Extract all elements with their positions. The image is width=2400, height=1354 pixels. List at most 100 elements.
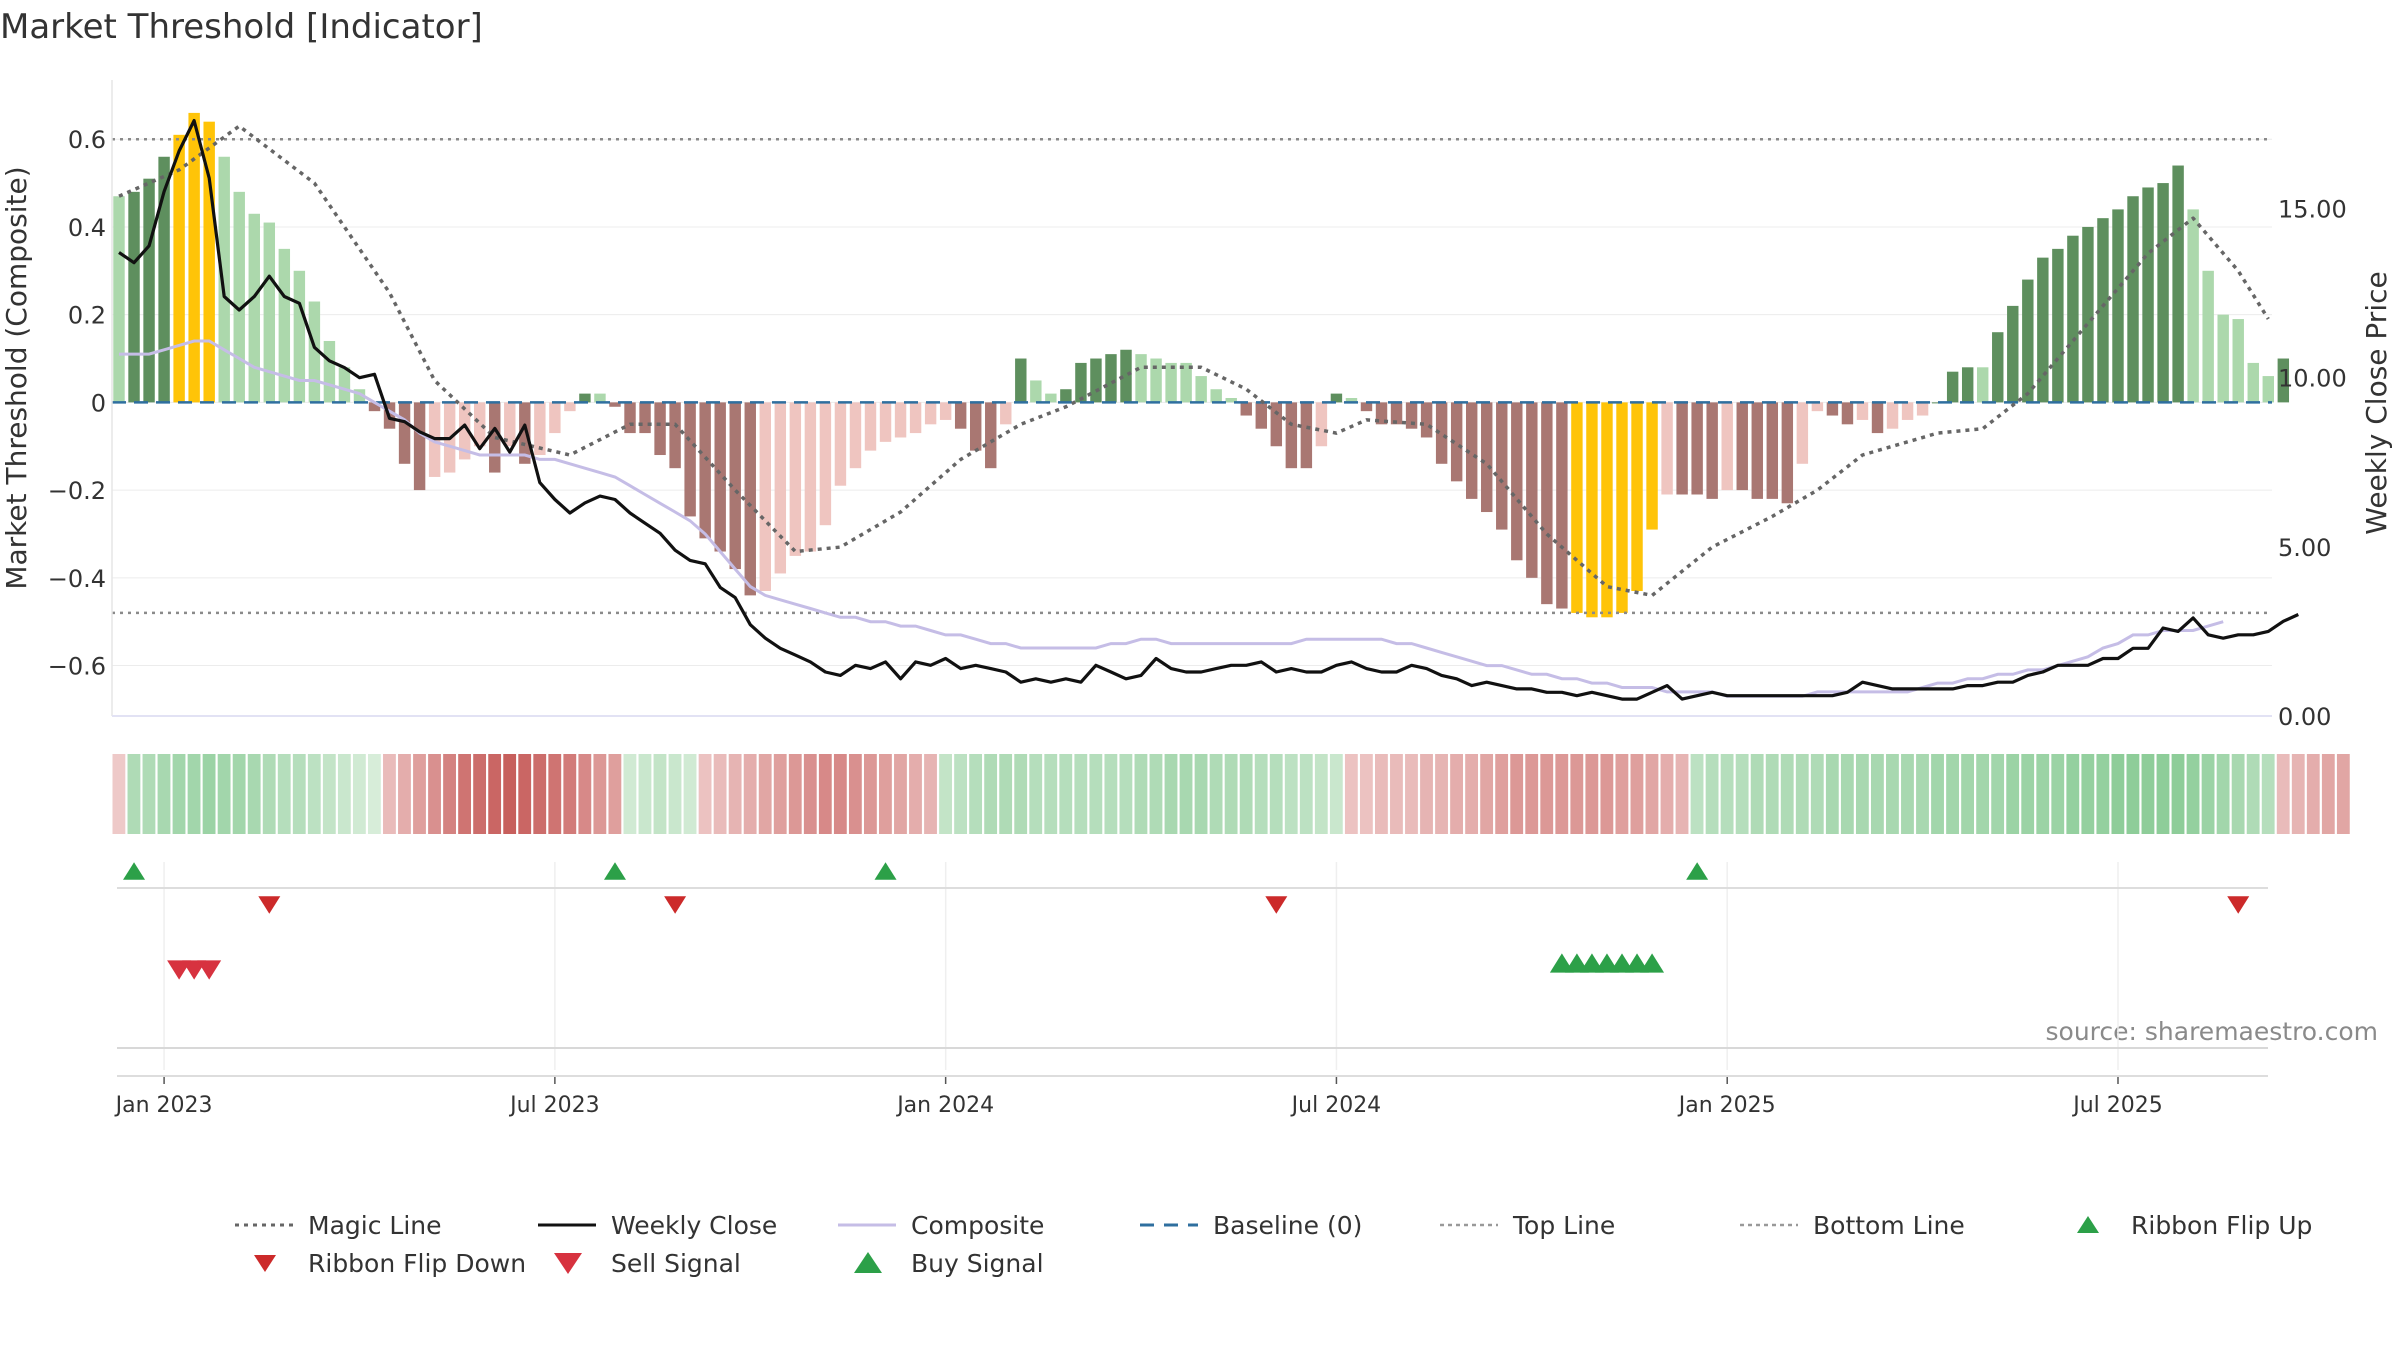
composite-bar xyxy=(1405,402,1418,429)
ribbon-cell xyxy=(1480,754,1494,834)
ribbon-cell xyxy=(1540,754,1554,834)
ribbon-cell xyxy=(879,754,892,834)
x-tick-label: Jan 2023 xyxy=(114,1093,213,1118)
legend-swatch-sell xyxy=(554,1253,582,1274)
ribbon-cell xyxy=(1615,754,1629,834)
ribbon-cell xyxy=(1750,754,1764,834)
composite-bar xyxy=(353,389,366,403)
ribbon-cell xyxy=(2171,754,2185,834)
ribbon-cell xyxy=(1134,754,1148,834)
composite-bar xyxy=(1856,402,1869,420)
ribbon-cell xyxy=(969,754,983,834)
composite-bar xyxy=(1255,402,1267,429)
ribbon-cell xyxy=(563,754,577,834)
composite-bar xyxy=(789,402,802,556)
ribbon-cell xyxy=(743,754,757,834)
ribbon-cell xyxy=(443,754,456,834)
composite-bar xyxy=(879,402,892,442)
ribbon-cell xyxy=(1239,754,1253,834)
composite-bar xyxy=(203,121,215,403)
composite-bar xyxy=(1571,402,1583,613)
ribbon-cell xyxy=(352,754,366,834)
ribbon-cell xyxy=(1314,754,1328,834)
legend: Magic Line Weekly Close Composite Baseline … xyxy=(235,1211,2312,1278)
composite-bar xyxy=(474,402,486,447)
x-tick-label: Jul 2023 xyxy=(508,1093,600,1118)
ribbon-cell xyxy=(2156,754,2170,834)
ribbon-cell xyxy=(413,754,426,834)
composite-bar xyxy=(1345,398,1358,403)
composite-bar xyxy=(1916,402,1929,416)
legend-item: Magic Line xyxy=(235,1211,442,1240)
ribbon-cell xyxy=(593,754,607,834)
ribbon-cell xyxy=(307,754,321,834)
ribbon-cell xyxy=(127,754,141,834)
legend-label: Ribbon Flip Up xyxy=(2131,1211,2312,1240)
ribbon-cell xyxy=(1014,754,1028,834)
ribbon-cell xyxy=(1555,754,1569,834)
right-tick-label: 5.00 xyxy=(2278,534,2331,562)
composite-bar xyxy=(2022,279,2034,403)
composite-bar xyxy=(1225,398,1237,403)
left-tick-label: −0.4 xyxy=(48,565,106,593)
ribbon-cell xyxy=(2186,754,2200,834)
ribbon-cell xyxy=(322,754,336,834)
composite-bar xyxy=(1691,402,1703,495)
left-tick-label: −0.6 xyxy=(48,653,106,681)
sell-signal-marker xyxy=(167,960,192,980)
composite-bar xyxy=(669,402,681,469)
composite-bar xyxy=(323,340,336,403)
ribbon-cell xyxy=(924,754,937,834)
legend-label: Baseline (0) xyxy=(1213,1211,1362,1240)
ribbon-cell xyxy=(1044,754,1058,834)
legend-item: Weekly Close xyxy=(538,1211,777,1240)
composite-bar xyxy=(864,402,877,451)
ribbon-cell xyxy=(488,754,502,834)
composite-bar xyxy=(2232,319,2244,403)
ribbon-flip-up-marker xyxy=(874,862,897,880)
legend-item: Sell Signal xyxy=(554,1249,741,1278)
left-tick-label: −0.2 xyxy=(48,477,106,505)
composite-bar xyxy=(504,402,516,447)
composite-bar xyxy=(233,191,245,403)
composite-bar xyxy=(1931,402,1944,404)
composite-bar xyxy=(519,402,531,464)
composite-bar xyxy=(759,402,772,591)
left-tick-label: 0.2 xyxy=(68,302,106,330)
composite-bar xyxy=(1526,402,1538,578)
left-tick-label: 0.4 xyxy=(68,214,106,242)
ribbon-cell xyxy=(277,754,291,834)
composite-bar xyxy=(1736,402,1748,491)
composite-bars xyxy=(113,112,2290,618)
series-lines xyxy=(112,118,2299,701)
composite-bar xyxy=(1390,402,1403,425)
composite-bar xyxy=(609,402,621,407)
legend-item: Buy Signal xyxy=(854,1249,1044,1278)
ribbon-cell xyxy=(2231,754,2245,834)
composite-bar xyxy=(1511,402,1523,561)
composite-bar xyxy=(188,112,200,403)
ribbon-cell xyxy=(2126,754,2140,834)
composite-bar xyxy=(849,402,862,469)
ribbon-cell xyxy=(1585,754,1599,834)
ribbon-cell xyxy=(788,754,802,834)
composite-bar xyxy=(1841,402,1854,425)
ribbon-cell xyxy=(758,754,772,834)
composite-bar xyxy=(1481,402,1493,513)
composite-bar xyxy=(218,156,230,403)
ribbon-cell xyxy=(2141,754,2155,834)
ribbon-cell xyxy=(608,754,622,834)
ribbon-cell xyxy=(1780,754,1794,834)
axes: 0.6 0.4 0.2 0 −0.2 −0.4 −0.6 15.00 10.00 5.00 0.00… xyxy=(48,80,2347,1118)
legend-item: Ribbon Flip Up xyxy=(2077,1211,2312,1240)
ribbon-flip-up-marker xyxy=(1686,862,1709,880)
ribbon-cell xyxy=(833,754,847,834)
ribbon-cell xyxy=(1675,754,1689,834)
ribbon-cell xyxy=(1450,754,1463,834)
ribbon-flip-down-marker xyxy=(664,896,687,914)
ribbon-cell xyxy=(473,754,487,834)
ribbon-cell xyxy=(1329,754,1343,834)
composite-bar xyxy=(1000,402,1012,425)
